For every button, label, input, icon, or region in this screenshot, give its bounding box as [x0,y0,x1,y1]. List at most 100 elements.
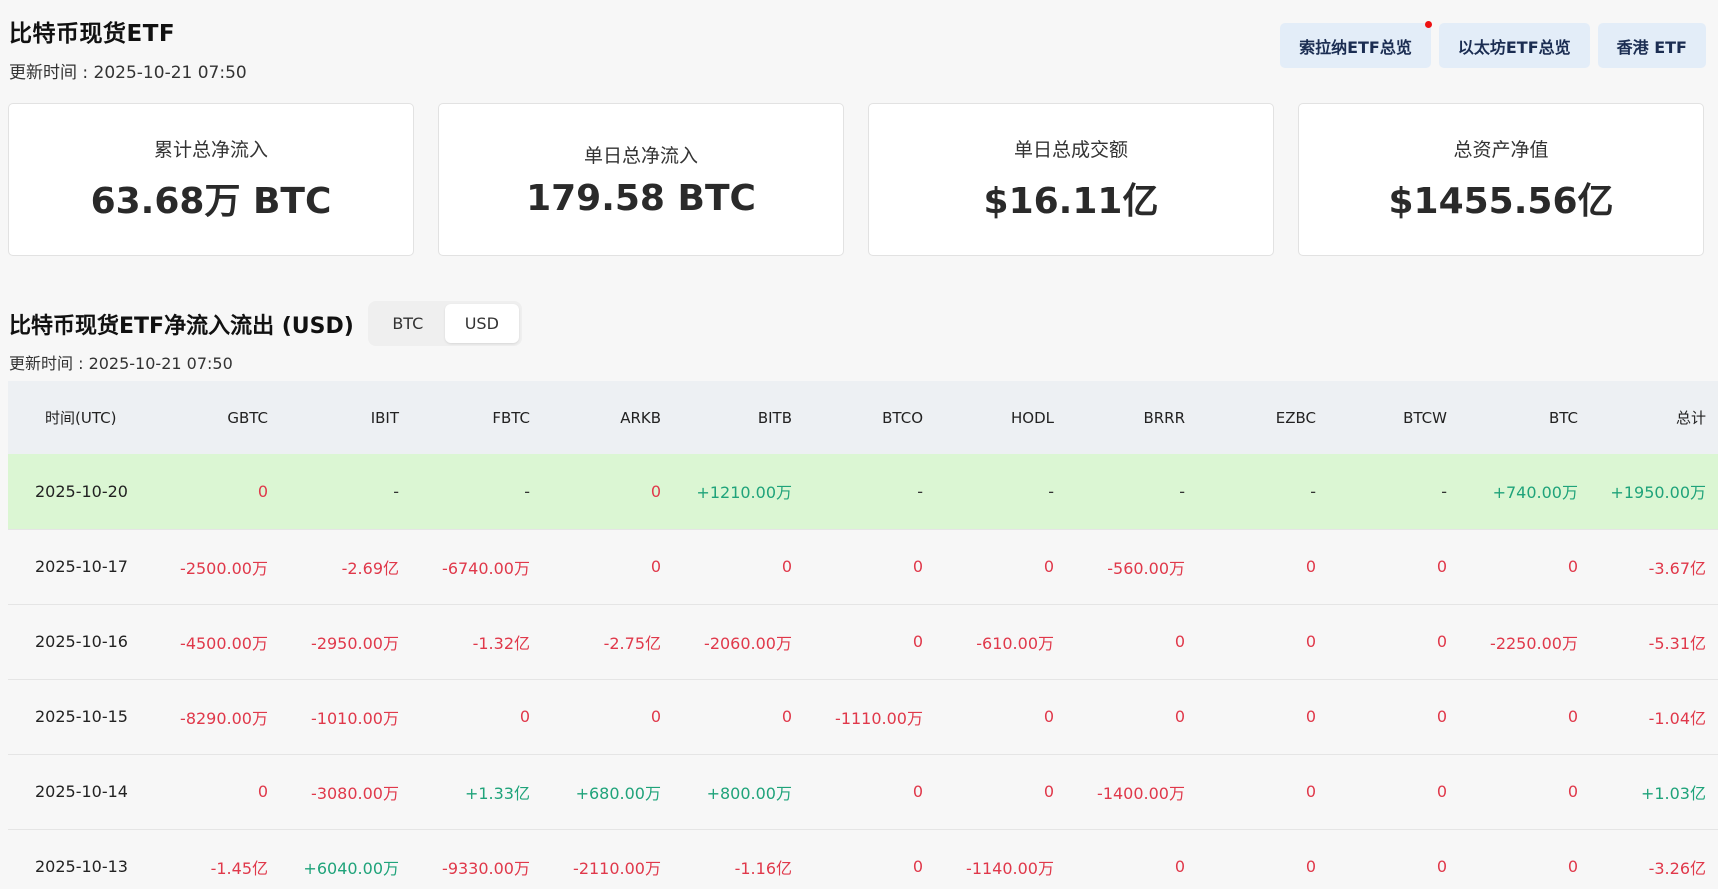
flow-cell: 0 [149,454,280,530]
flows-section-header: 比特币现货ETF净流入流出 (USD) BTC USD [9,301,522,346]
flow-cell: 0 [1066,604,1197,680]
flow-cell: -1.04亿 [1590,679,1718,755]
table-body: 2025-10-20 0- -0 +1210.00万 - - - - - +740.00万 +195… [8,454,1718,889]
flow-cell: - [804,454,935,530]
top-nav-buttons: 索拉纳ETF总览 以太坊ETF总览 香港 ETF [1280,21,1706,68]
flow-cell: -2950.00万 [280,604,411,680]
column-header: FBTC [411,381,542,454]
currency-toggle: BTC USD [367,301,522,346]
section-title: 比特币现货ETF净流入流出 (USD) [9,313,354,339]
flow-cell: 0 [1459,829,1590,889]
flow-cell: - [1066,454,1197,530]
hongkong-etf-button[interactable]: 香港 ETF [1597,23,1706,68]
date-cell: 2025-10-15 [8,679,149,755]
flow-cell: +6040.00万 [280,829,411,889]
flow-cell: -3.26亿 [1590,829,1718,889]
flow-cell: -2250.00万 [1459,604,1590,680]
flow-cell: 0 [1066,829,1197,889]
flow-cell: 0 [673,679,804,755]
flows-table-container: 时间(UTC) GBTC IBIT FBTC ARKB BITB BTCO HODL BRRR E… [8,381,1718,889]
section-update-time: 更新时间 : 2025-10-21 07:50 [9,354,233,373]
flow-cell: -1.45亿 [149,829,280,889]
notification-dot [1424,21,1432,28]
flow-cell: 0 [542,529,673,605]
flow-cell: 0 [935,529,1066,605]
flow-cell: 0 [1328,679,1459,755]
flow-cell: 0 [1459,754,1590,830]
flow-cell: 0 [935,754,1066,830]
flow-cell: -4500.00万 [149,604,280,680]
flow-cell: 0 [804,829,935,889]
table-row: 2025-10-20 0- -0 +1210.00万 - - - - - +740.00万 +195… [8,454,1718,530]
flow-cell: -6740.00万 [411,529,542,605]
flow-cell: -2060.00万 [673,604,804,680]
flow-cell: 0 [1328,829,1459,889]
toggle-option-btc[interactable]: BTC [392,314,424,333]
flow-cell: -2.75亿 [542,604,673,680]
stat-value: 179.58 BTC [526,177,756,219]
flow-cell: +1210.00万 [673,454,804,530]
flow-cell: -9330.00万 [411,829,542,889]
flow-cell: 0 [1197,829,1328,889]
flow-cell: - [1197,454,1328,530]
stat-value: $1455.56亿 [1388,181,1614,222]
flow-cell: +1.33亿 [411,754,542,830]
page-header: 比特币现货ETF 更新时间 : 2025-10-21 07:50 [9,14,247,83]
flow-cell: 0 [1459,679,1590,755]
stat-label: 单日总净流入 [583,144,698,167]
flow-cell: - [1328,454,1459,530]
flow-cell: +740.00万 [1459,454,1590,530]
flow-cell: 0 [1328,529,1459,605]
stat-card-daily-inflow: 单日总净流入 179.58 BTC [438,103,844,256]
stat-value: 63.68万 BTC [90,181,332,222]
flow-cell: -1400.00万 [1066,754,1197,830]
flow-cell: - [280,454,411,530]
column-header: BTCW [1328,381,1459,454]
date-cell: 2025-10-20 [8,454,149,530]
flow-cell: 0 [411,679,542,755]
column-header: BTCO [804,381,935,454]
flow-cell: -1110.00万 [804,679,935,755]
flow-cell: - [935,454,1066,530]
date-cell: 2025-10-16 [8,604,149,680]
flow-cell: -1140.00万 [935,829,1066,889]
stat-value: $16.11亿 [983,181,1159,222]
column-header: BTC [1459,381,1590,454]
table-header-row: 时间(UTC) GBTC IBIT FBTC ARKB BITB BTCO HODL BRRR E… [8,381,1718,454]
date-cell: 2025-10-13 [8,829,149,889]
flow-cell: -2.69亿 [280,529,411,605]
column-header: BITB [673,381,804,454]
flow-cell: +1950.00万 [1590,454,1718,530]
flow-cell: 0 [149,754,280,830]
stat-label: 总资产净值 [1453,139,1549,161]
flow-cell: - [411,454,542,530]
ethereum-etf-overview-label: 以太坊ETF总览 [1457,37,1571,57]
column-header: HODL [935,381,1066,454]
flow-cell: 0 [804,529,935,605]
flow-cell: -3080.00万 [280,754,411,830]
column-header: BRRR [1066,381,1197,454]
flow-cell: 0 [1197,754,1328,830]
flow-cell: 0 [1459,529,1590,605]
flow-cell: -1.32亿 [411,604,542,680]
table-row: 2025-10-13 -1.45亿 +6040.00万 -9330.00万 -2110.… [8,829,1718,889]
solana-etf-overview-label: 索拉纳ETF总览 [1299,37,1412,57]
table-row: 2025-10-17 -2500.00万 -2.69亿 -6740.00万 0 0 0 0 -5… [8,529,1718,605]
page-title: 比特币现货ETF [9,21,176,47]
flow-cell: +800.00万 [673,754,804,830]
flow-cell: 0 [1197,604,1328,680]
flow-cell: 0 [1197,529,1328,605]
flow-cell: -560.00万 [1066,529,1197,605]
date-cell: 2025-10-14 [8,754,149,830]
flow-cell: 0 [1066,679,1197,755]
flow-cell: -5.31亿 [1590,604,1718,680]
flow-cell: 0 [804,604,935,680]
ethereum-etf-overview-button[interactable]: 以太坊ETF总览 [1438,23,1590,68]
flow-cell: 0 [542,679,673,755]
flow-cell: -1010.00万 [280,679,411,755]
flow-cell: -8290.00万 [149,679,280,755]
date-cell: 2025-10-17 [8,529,149,605]
solana-etf-overview-button[interactable]: 索拉纳ETF总览 [1280,21,1432,68]
stat-label: 累计总净流入 [153,139,268,161]
toggle-option-usd[interactable]: USD [444,304,519,343]
